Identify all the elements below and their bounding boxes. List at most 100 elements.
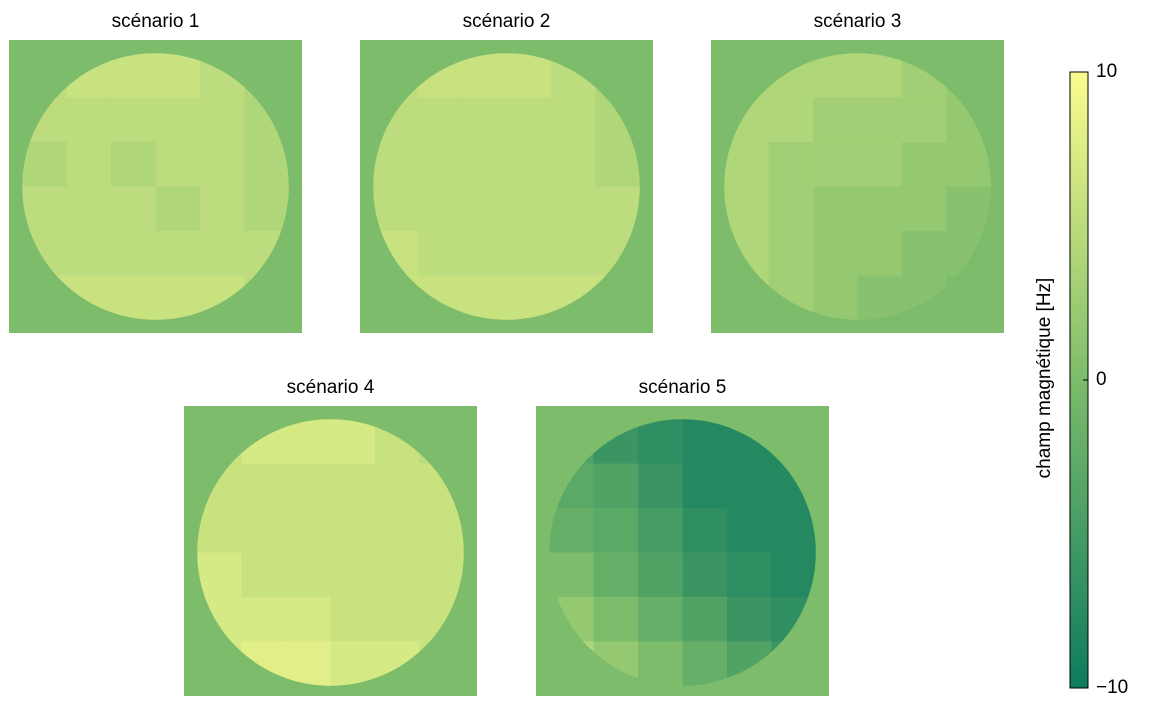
panel-title: scénario 1: [112, 11, 200, 32]
heatmap-cell: [768, 142, 814, 187]
heatmap-cell: [506, 53, 552, 99]
heatmap-cell: [813, 142, 858, 187]
heatmap-cell: [286, 419, 331, 465]
heatmap-cell: [286, 463, 331, 509]
heatmap-cell: [682, 596, 728, 642]
colorbar-tick-label: −10: [1096, 677, 1128, 696]
heatmap-cell: [682, 552, 728, 598]
heatmap-cell: [506, 186, 552, 232]
heatmap-cell: [857, 230, 903, 276]
heatmap-cell: [155, 230, 201, 276]
heatmap-cell: [638, 463, 683, 509]
disk: [373, 53, 640, 320]
heatmap-cell: [724, 142, 770, 187]
heatmap-cell: [549, 552, 595, 598]
heatmap-cell: [419, 508, 464, 553]
heatmap-cell: [857, 275, 903, 320]
heatmap-cell: [330, 596, 376, 642]
heatmap-cell: [593, 508, 639, 553]
heatmap-cell: [813, 275, 858, 320]
heatmap-cell: [66, 186, 112, 232]
heatmap-cell: [857, 186, 903, 232]
heatmap-cell: [155, 186, 201, 232]
heatmap-cell: [682, 463, 728, 509]
heatmap-cell: [199, 230, 245, 276]
heatmap-cell: [199, 142, 245, 187]
heatmap-cell: [330, 419, 376, 465]
heatmap-cell: [593, 596, 639, 642]
heatmap-cell: [901, 142, 947, 187]
heatmap-cell: [638, 419, 683, 465]
heatmap-cell: [66, 142, 112, 187]
heatmap-cell: [813, 53, 858, 99]
heatmap-cell: [593, 552, 639, 598]
heatmap-cell: [595, 142, 640, 187]
heatmap-cell: [768, 230, 814, 276]
heatmap-cell: [330, 463, 376, 509]
heatmap-cell: [813, 186, 858, 232]
heatmap-cell: [550, 186, 596, 232]
heatmap-cell: [462, 53, 507, 99]
heatmap-cell: [199, 97, 245, 143]
heatmap-cell: [682, 419, 728, 465]
heatmap-cell: [857, 142, 903, 187]
heatmap-cell: [638, 596, 683, 642]
colorbar-tick-label: 0: [1096, 369, 1107, 390]
heatmap-cell: [111, 97, 156, 143]
heatmap-cell: [462, 186, 507, 232]
heatmap-cell: [726, 463, 772, 509]
heatmap-cell: [286, 552, 331, 598]
heatmap-cell: [550, 97, 596, 143]
heatmap-cell: [726, 596, 772, 642]
heatmap-cell: [638, 508, 683, 553]
heatmap-cell: [771, 508, 816, 553]
heatmap-cell: [330, 641, 376, 686]
heatmap-cell: [726, 552, 772, 598]
heatmap-cell: [638, 552, 683, 598]
heatmap-cell: [462, 275, 507, 320]
heatmap-cell: [417, 230, 463, 276]
heatmap-cell: [66, 97, 112, 143]
heatmap-cell: [724, 186, 770, 232]
heatmap-cell: [286, 641, 331, 686]
heatmap-cell: [593, 463, 639, 509]
heatmap-cell: [197, 508, 243, 553]
panel-title: scénario 3: [814, 11, 902, 32]
heatmap-cell: [682, 508, 728, 553]
heatmap-cell: [946, 142, 991, 187]
disk: [549, 419, 816, 686]
heatmap-cell: [197, 552, 243, 598]
heatmap-cell: [241, 463, 287, 509]
heatmap-cell: [374, 508, 420, 553]
disk: [724, 53, 991, 320]
colorbar-tick-label: 10: [1096, 61, 1117, 82]
heatmap-cell: [638, 641, 683, 686]
heatmap-cell: [111, 53, 156, 99]
heatmap-cell: [946, 186, 991, 232]
heatmap-cell: [155, 97, 201, 143]
heatmap-cell: [506, 275, 552, 320]
heatmap-cell: [419, 552, 464, 598]
heatmap-cell: [244, 186, 289, 232]
heatmap-cell: [111, 186, 156, 232]
heatmap-cell: [813, 97, 858, 143]
heatmap-cell: [241, 552, 287, 598]
heatmap-cell: [241, 596, 287, 642]
heatmap-cell: [330, 508, 376, 553]
heatmap-cell: [550, 142, 596, 187]
disk: [197, 419, 464, 686]
heatmap-cell: [901, 186, 947, 232]
heatmap-cell: [506, 97, 552, 143]
heatmap-cell: [22, 186, 68, 232]
heatmap-cell: [549, 508, 595, 553]
heatmap-cell: [550, 230, 596, 276]
disk: [22, 53, 289, 320]
heatmap-cell: [155, 275, 201, 320]
heatmap-cell: [374, 463, 420, 509]
heatmap-cell: [682, 641, 728, 686]
heatmap-cell: [244, 142, 289, 187]
heatmap-cell: [374, 552, 420, 598]
heatmap-cell: [726, 508, 772, 553]
heatmap-cell: [155, 142, 201, 187]
